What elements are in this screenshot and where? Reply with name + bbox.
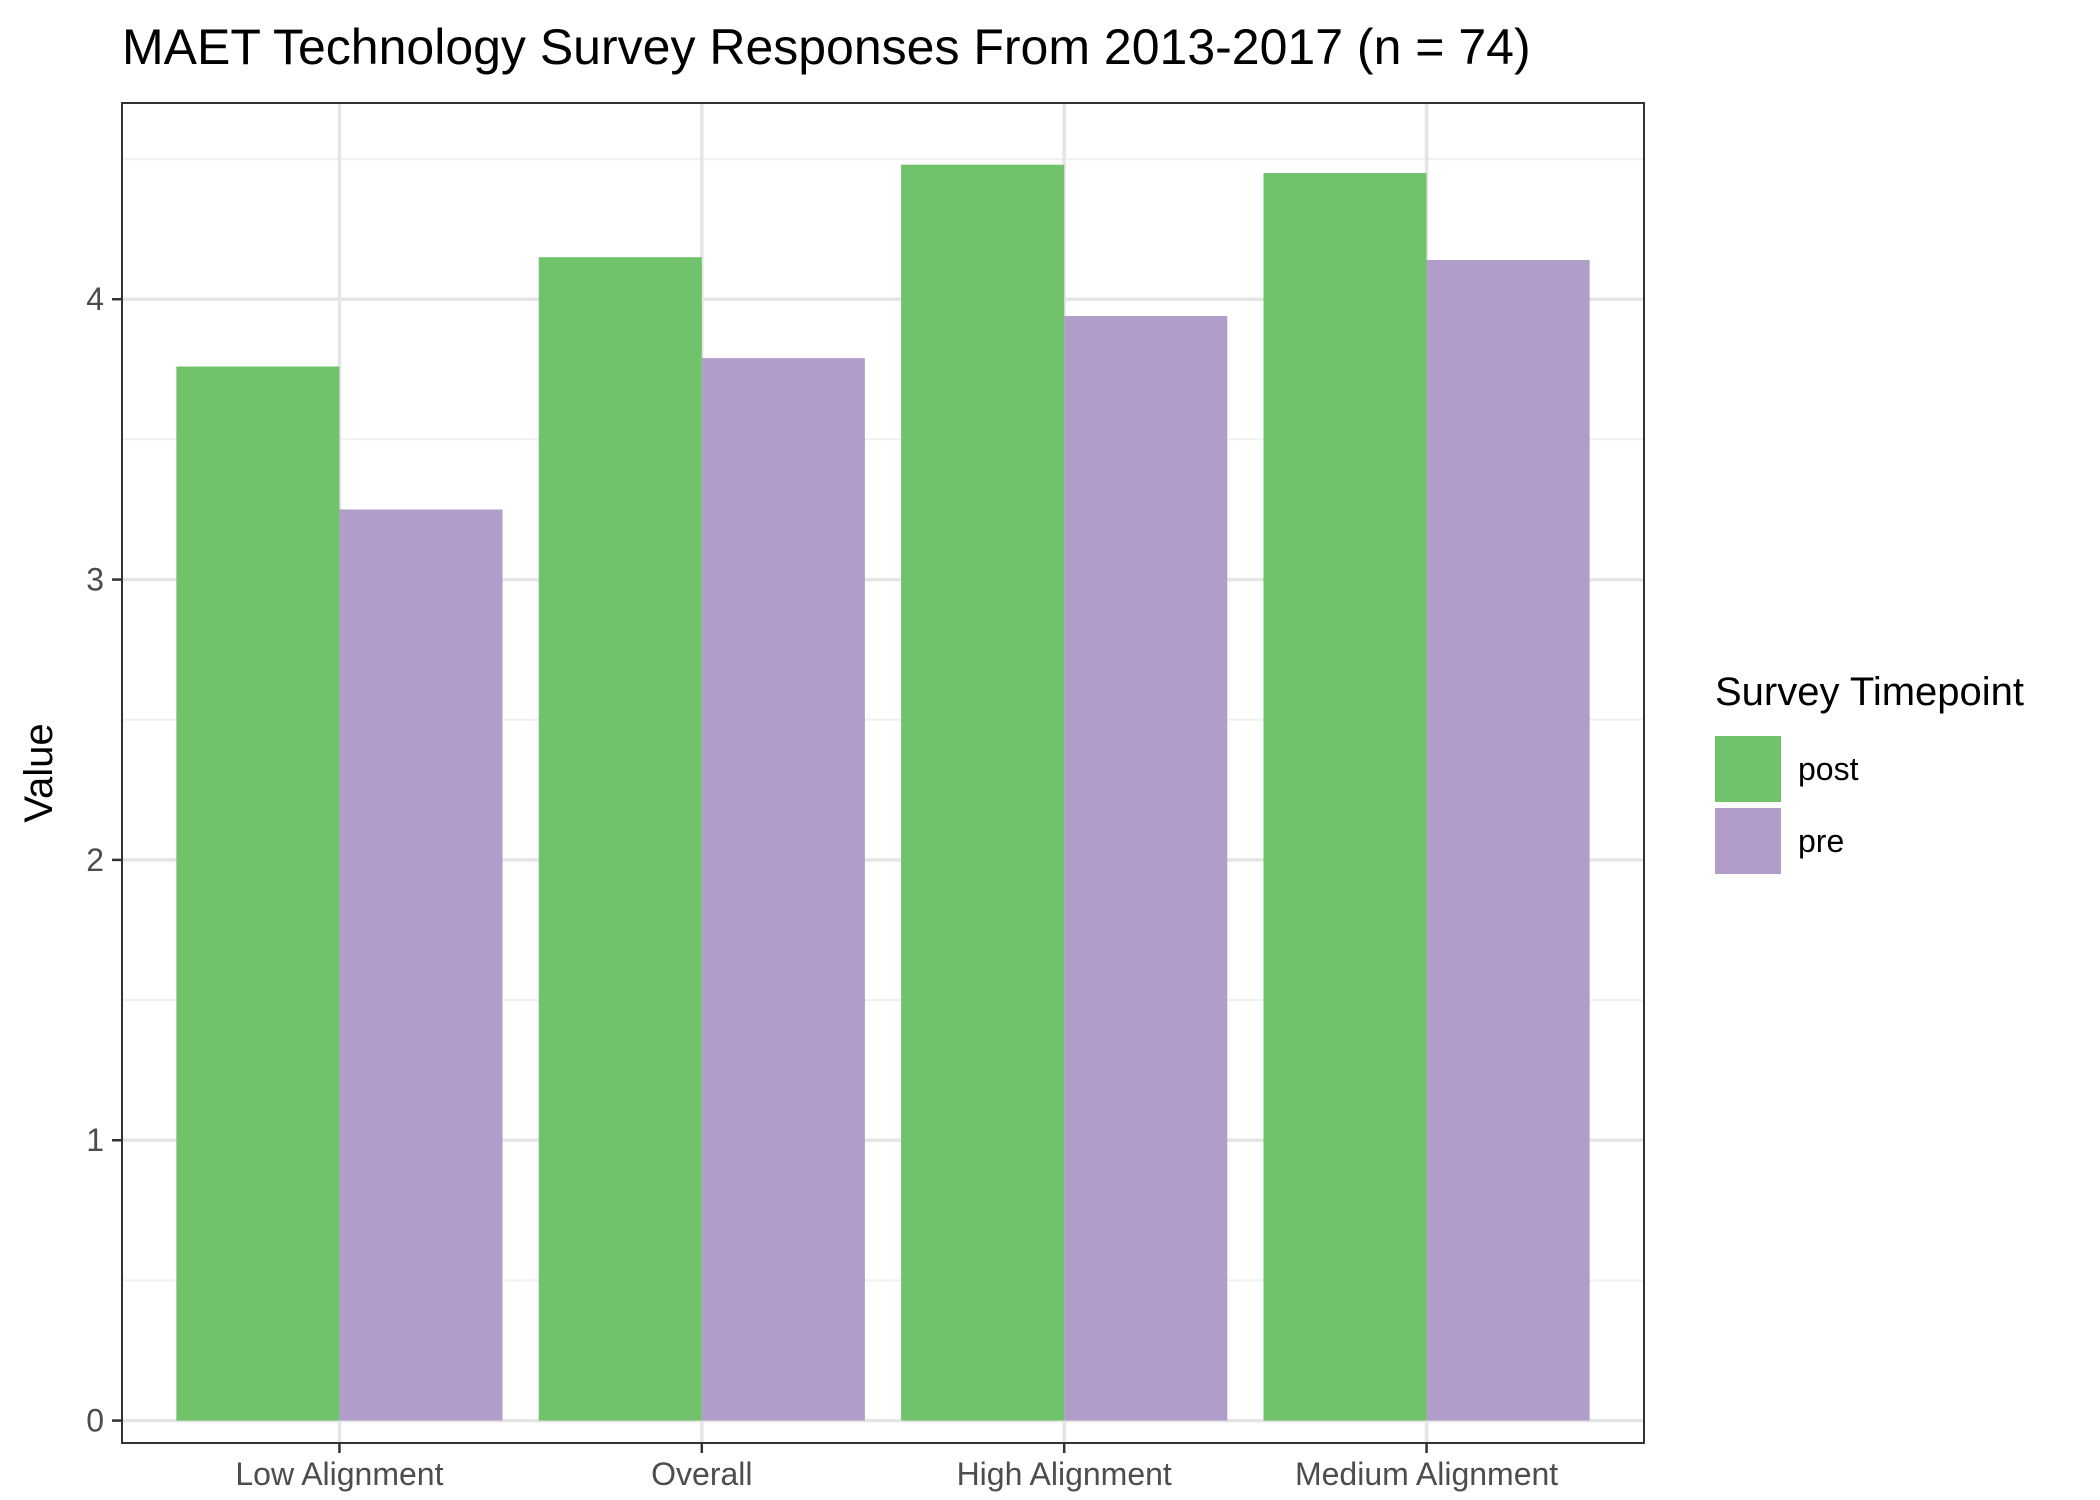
x-tick-label: Low Alignment: [235, 1456, 443, 1492]
bar-pre: [1064, 316, 1228, 1421]
y-tick-label: 3: [86, 562, 104, 598]
bars: [176, 164, 1590, 1421]
x-tick-label: Overall: [651, 1456, 752, 1492]
bar-post: [538, 257, 702, 1421]
bar-pre: [339, 509, 503, 1421]
bar-pre: [701, 358, 865, 1421]
legend-label-pre: pre: [1798, 823, 1844, 859]
y-axis: 0 1 2 3 4: [86, 281, 122, 1439]
y-axis-title: Value: [17, 723, 61, 822]
legend-swatch-post: [1715, 736, 1781, 802]
bar-post: [1263, 173, 1427, 1421]
y-tick-label: 2: [86, 842, 104, 878]
y-tick-label: 1: [86, 1122, 104, 1158]
bar-post: [901, 164, 1065, 1421]
bar-pre: [1426, 259, 1590, 1421]
y-tick-label: 4: [86, 281, 104, 317]
legend-title: Survey Timepoint: [1715, 670, 2024, 714]
legend-items: post pre: [1715, 736, 1859, 874]
bar-post: [176, 366, 340, 1421]
legend-swatch-pre: [1715, 808, 1781, 874]
x-axis: Low Alignment Overall High Alignment Medium…: [235, 1443, 1558, 1492]
chart-title: MAET Technology Survey Responses From 20…: [122, 19, 1531, 75]
legend: Survey Timepoint post pre: [1715, 670, 2024, 874]
x-tick-label: Medium Alignment: [1295, 1456, 1558, 1492]
legend-label-post: post: [1798, 751, 1859, 787]
x-tick-label: High Alignment: [957, 1456, 1172, 1492]
y-tick-label: 0: [86, 1403, 104, 1439]
panel-border: [121, 102, 1645, 1444]
